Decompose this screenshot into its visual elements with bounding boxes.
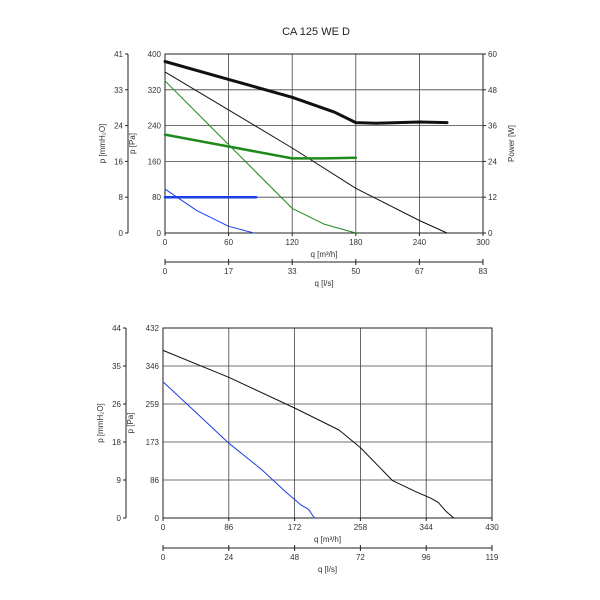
x2-tick-label: 83 [479, 267, 488, 276]
x2-tick-label: 0 [161, 553, 166, 562]
y-tick-label: 0 [155, 514, 160, 523]
x-tick-label: 240 [413, 238, 427, 247]
x-tick-label: 430 [485, 523, 499, 532]
pressure-curve-blue [164, 188, 255, 234]
y-tick-label: 0 [157, 229, 162, 238]
x2-tick-label: 50 [351, 267, 360, 276]
y2-tick-label: 35 [112, 362, 121, 371]
x2-tick-label: 24 [224, 553, 233, 562]
y-tick-label: 80 [152, 193, 161, 202]
x2-tick-label: 0 [163, 267, 168, 276]
y3-tick-label: 60 [488, 50, 497, 59]
x-tick-label: 180 [349, 238, 363, 247]
y3-tick-label: 48 [488, 86, 497, 95]
pressure-curve-black [164, 71, 448, 234]
y2-tick-label: 0 [117, 514, 122, 523]
chart-title: CA 125 WE D [282, 26, 350, 38]
y-tick-label: 432 [146, 324, 160, 333]
x-tick-label: 258 [354, 523, 368, 532]
y-axis-label: p [Pa] [126, 413, 135, 434]
y-axis-label: p [Pa] [128, 133, 137, 154]
x2-tick-label: 17 [224, 267, 233, 276]
y-tick-label: 173 [146, 438, 160, 447]
x2-axis-label: q [l/s] [314, 279, 333, 288]
y2-tick-label: 9 [117, 476, 122, 485]
y3-tick-label: 36 [488, 122, 497, 131]
pressure-curve-green [164, 80, 357, 234]
pressure-curve-blue [162, 381, 315, 519]
y2-tick-label: 26 [112, 400, 121, 409]
x2-tick-label: 119 [486, 553, 499, 562]
x-axis-label: q [m³/h] [314, 535, 341, 544]
x2-tick-label: 96 [422, 553, 431, 562]
pressure-curve-black [162, 349, 455, 519]
x-axis-label: q [m³/h] [310, 250, 337, 259]
x-tick-label: 120 [286, 238, 300, 247]
x-tick-label: 86 [224, 523, 233, 532]
y2-tick-label: 18 [112, 438, 121, 447]
x-tick-label: 0 [161, 523, 166, 532]
y2-axis-label: p [mmH₂O] [98, 124, 107, 164]
x2-tick-label: 48 [290, 553, 299, 562]
y2-tick-label: 41 [114, 50, 123, 59]
x-tick-label: 0 [163, 238, 168, 247]
y2-tick-label: 16 [114, 157, 123, 166]
y3-tick-label: 12 [488, 193, 497, 202]
y2-tick-label: 24 [114, 122, 123, 131]
plot-frame [162, 327, 493, 519]
x-tick-label: 60 [224, 238, 233, 247]
x2-axis-label: q [l/s] [318, 565, 337, 574]
y3-axis-label: Power [W] [507, 125, 516, 162]
y-tick-label: 160 [148, 157, 162, 166]
power-curve-green [163, 133, 358, 160]
chart-bottom: 0 86 172 258 344 430 q [m³/h] 0 24 48 72 96 119 q [l/… [96, 324, 499, 574]
y-tick-label: 240 [148, 122, 162, 131]
x2-tick-label: 72 [356, 553, 365, 562]
power-curve-black [163, 60, 449, 125]
x-tick-label: 172 [288, 523, 302, 532]
y2-tick-label: 33 [114, 86, 123, 95]
y3-tick-label: 24 [488, 157, 497, 166]
y-tick-label: 346 [146, 362, 160, 371]
y3-tick-label: 0 [488, 229, 493, 238]
y-tick-label: 400 [148, 50, 162, 59]
y-tick-label: 86 [150, 476, 159, 485]
x2-tick-label: 67 [415, 267, 424, 276]
y2-tick-label: 0 [119, 229, 124, 238]
x-tick-label: 344 [420, 523, 434, 532]
plot-frame [164, 53, 484, 234]
y2-tick-label: 8 [119, 193, 124, 202]
x-tick-label: 300 [476, 238, 490, 247]
y2-tick-label: 44 [112, 324, 121, 333]
x2-tick-label: 33 [288, 267, 297, 276]
y2-axis-label: p [mmH₂O] [96, 403, 105, 443]
y-tick-label: 259 [146, 400, 160, 409]
y-tick-label: 320 [148, 86, 162, 95]
